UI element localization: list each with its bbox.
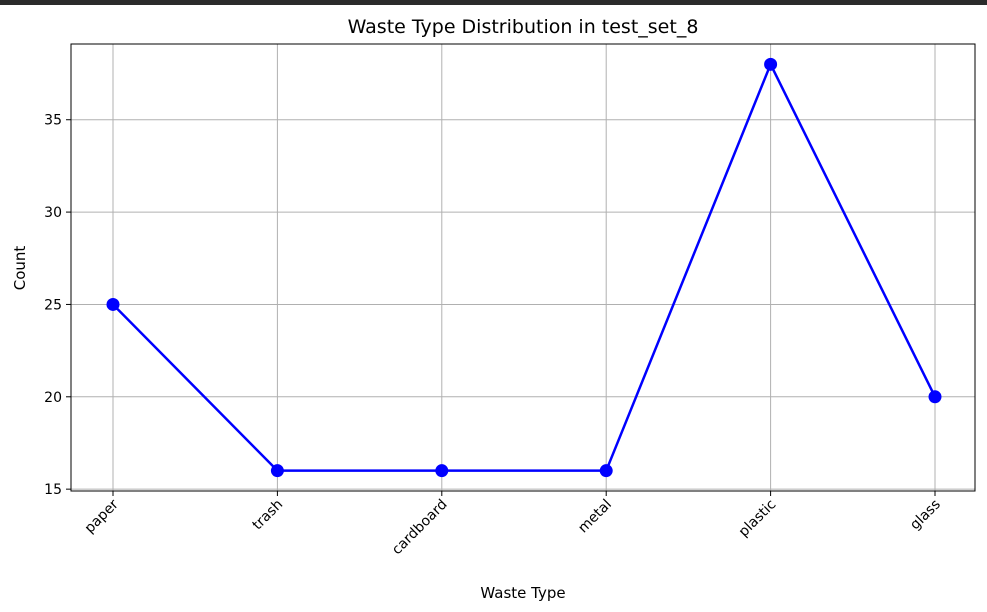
data-point xyxy=(764,57,778,71)
data-point xyxy=(106,297,120,311)
chart-title: Waste Type Distribution in test_set_8 xyxy=(348,16,699,38)
x-tick-label: metal xyxy=(575,497,615,537)
x-tick-label: paper xyxy=(82,496,122,536)
series-line xyxy=(112,63,937,472)
data-point xyxy=(270,464,284,478)
window-top-border xyxy=(0,0,987,5)
plot-frame xyxy=(70,43,976,492)
y-tick-label: 35 xyxy=(44,113,62,129)
x-tick-label: glass xyxy=(907,497,944,534)
grid xyxy=(71,44,975,491)
data-point xyxy=(928,390,942,404)
x-tick-label: cardboard xyxy=(389,497,451,559)
y-tick-label: 15 xyxy=(44,482,62,498)
y-tick-label: 25 xyxy=(44,297,62,313)
y-tick-label: 20 xyxy=(44,390,62,406)
data-point xyxy=(599,464,613,478)
y-axis-label: Count xyxy=(11,246,29,291)
data-point xyxy=(435,464,449,478)
y-tick-label: 30 xyxy=(44,205,62,221)
x-tick-label: trash xyxy=(249,497,286,534)
x-tick-label: plastic xyxy=(736,497,780,541)
x-axis-label: Waste Type xyxy=(480,584,565,602)
series-line-group xyxy=(106,57,942,478)
